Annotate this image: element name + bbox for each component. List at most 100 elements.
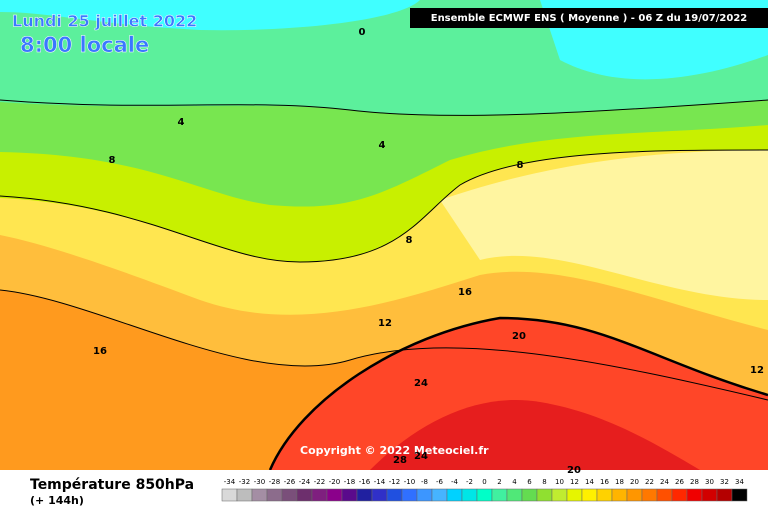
contour-label: 12 xyxy=(750,365,764,376)
legend-swatch xyxy=(596,488,613,502)
legend-label: 34 xyxy=(735,478,744,486)
legend-swatch xyxy=(326,488,343,502)
legend-label: 0 xyxy=(482,478,486,486)
legend-swatch xyxy=(701,488,718,502)
contour-label: 8 xyxy=(517,160,524,171)
legend-swatch xyxy=(581,488,598,502)
run-box xyxy=(410,8,768,28)
legend-label: -20 xyxy=(329,478,340,486)
legend-label: -30 xyxy=(254,478,265,486)
legend-swatch xyxy=(536,488,553,502)
legend-label: -6 xyxy=(436,478,444,486)
legend-swatch xyxy=(686,488,703,502)
legend-label: 4 xyxy=(512,478,517,486)
legend-swatch xyxy=(281,488,298,502)
contours xyxy=(0,99,768,471)
temp-field xyxy=(370,399,700,470)
legend-label: 20 xyxy=(630,478,639,486)
contour-label: 24 xyxy=(414,451,428,462)
legend-label: 32 xyxy=(720,478,729,486)
legend-swatch xyxy=(626,488,643,502)
time: 8:00 locale xyxy=(20,33,149,57)
contour-label: 16 xyxy=(458,287,472,298)
legend-label: -32 xyxy=(239,478,250,486)
temp-field xyxy=(0,0,420,31)
legend-swatch xyxy=(371,488,388,502)
contour-label: 8 xyxy=(109,155,116,166)
legend-swatch xyxy=(641,488,658,502)
legend-swatch xyxy=(416,488,433,502)
legend-label: 10 xyxy=(555,478,564,486)
legend-swatch xyxy=(461,488,478,502)
legend-swatch xyxy=(521,488,538,502)
legend-label: -4 xyxy=(451,478,459,486)
contour-line xyxy=(268,316,768,471)
legend-swatch xyxy=(251,488,268,502)
legend-swatch xyxy=(221,488,238,502)
contour-label: 24 xyxy=(414,378,428,389)
legend-swatch xyxy=(566,488,583,502)
legend-swatch xyxy=(446,488,463,502)
temp-field xyxy=(270,318,768,470)
contour-label: 20 xyxy=(512,331,526,342)
legend-swatch xyxy=(656,488,673,502)
legend-label: -34 xyxy=(224,478,236,486)
legend-label: 8 xyxy=(542,478,546,486)
legend-swatch xyxy=(401,488,418,502)
legend-subtitle: (+ 144h) xyxy=(30,494,84,507)
temp-field xyxy=(440,150,768,300)
legend-swatch xyxy=(671,488,688,502)
contour-label: 4 xyxy=(379,140,386,151)
contour-line xyxy=(0,149,768,263)
legend-swatch xyxy=(386,488,403,502)
legend-swatch xyxy=(266,488,283,502)
legend-label: 16 xyxy=(600,478,609,486)
contour-label: 16 xyxy=(93,346,107,357)
legend-label: -16 xyxy=(359,478,371,486)
legend-label: -14 xyxy=(374,478,386,486)
legend-swatch xyxy=(356,488,373,502)
contour-label: 0 xyxy=(359,27,366,38)
legend-label: 2 xyxy=(497,478,501,486)
legend-label: -22 xyxy=(314,478,325,486)
legend-label: 24 xyxy=(660,478,669,486)
contour-label: 12 xyxy=(378,318,392,329)
legend-swatch xyxy=(491,488,508,502)
contour-label: 4 xyxy=(178,117,185,128)
legend-label: -26 xyxy=(284,478,296,486)
legend-swatch xyxy=(431,488,448,502)
legend-label: -28 xyxy=(269,478,280,486)
legend-swatch xyxy=(551,488,568,502)
contour-line xyxy=(0,99,768,116)
legend-label: 18 xyxy=(615,478,624,486)
legend-label: -8 xyxy=(421,478,428,486)
legend-swatch xyxy=(506,488,523,502)
legend-swatch xyxy=(236,488,253,502)
legend-label: 6 xyxy=(527,478,532,486)
legend-label: -2 xyxy=(466,478,473,486)
contour-label: 8 xyxy=(406,235,413,246)
legend-label: -18 xyxy=(344,478,355,486)
legend-swatch xyxy=(611,488,628,502)
legend-label: 14 xyxy=(585,478,594,486)
legend-label: 12 xyxy=(570,478,579,486)
legend-label: 26 xyxy=(675,478,684,486)
legend-title: Température 850hPa xyxy=(30,477,194,493)
run-info: Ensemble ECMWF ENS ( Moyenne ) - 06 Z du… xyxy=(431,13,748,24)
legend-label: 22 xyxy=(645,478,654,486)
copyright: Copyright © 2022 Meteociel.fr xyxy=(300,444,489,457)
legend-swatch xyxy=(476,488,493,502)
contour-label: 28 xyxy=(393,455,407,466)
contour-line xyxy=(0,289,768,401)
date: Lundi 25 juillet 2022 xyxy=(12,12,197,31)
legend-label: -10 xyxy=(404,478,415,486)
legend-label: 28 xyxy=(690,478,699,486)
legend-swatch xyxy=(311,488,328,502)
legend-label: -24 xyxy=(299,478,311,486)
legend-swatch xyxy=(341,488,358,502)
legend-label: 30 xyxy=(705,478,714,486)
contour-label: 20 xyxy=(567,465,581,476)
legend-swatch xyxy=(716,488,733,502)
